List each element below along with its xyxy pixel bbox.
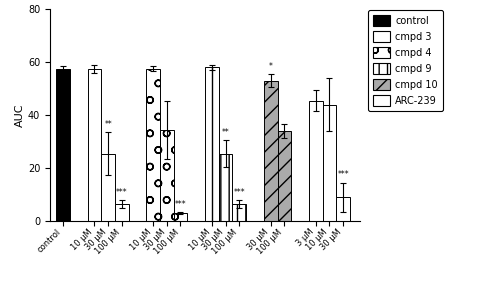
Text: **: **: [222, 128, 230, 137]
Bar: [278, 131, 291, 221]
Bar: [219, 154, 232, 221]
Bar: [146, 69, 160, 221]
Bar: [102, 154, 115, 221]
Bar: [309, 101, 322, 221]
Bar: [336, 197, 350, 221]
Text: ***: ***: [338, 170, 349, 180]
Bar: [322, 104, 336, 221]
Bar: [264, 81, 278, 221]
Bar: [88, 69, 102, 221]
Bar: [232, 204, 246, 221]
Bar: [115, 204, 128, 221]
Legend: control, cmpd 3, cmpd 4, cmpd 9, cmpd 10, ARC-239: control, cmpd 3, cmpd 4, cmpd 9, cmpd 10…: [368, 10, 442, 111]
Text: ***: ***: [174, 200, 186, 208]
Text: *: *: [269, 62, 272, 71]
Text: **: **: [104, 120, 112, 129]
Bar: [174, 213, 188, 221]
Y-axis label: AUC: AUC: [15, 103, 25, 127]
Text: ***: ***: [116, 188, 128, 197]
Bar: [56, 69, 70, 221]
Bar: [160, 130, 173, 221]
Text: ***: ***: [234, 188, 245, 197]
Bar: [205, 68, 219, 221]
